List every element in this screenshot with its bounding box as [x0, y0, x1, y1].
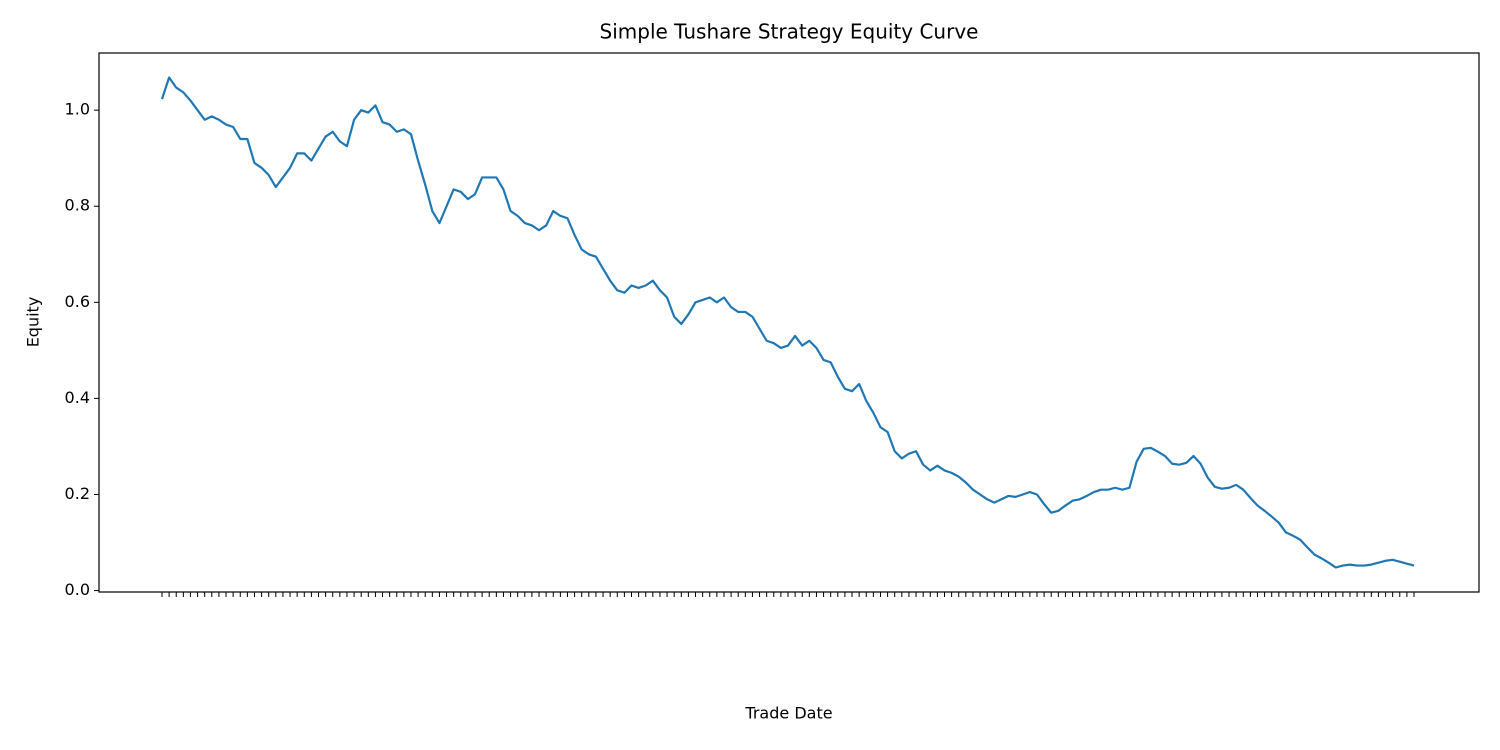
y-tick-label: 0.2 [65, 484, 90, 503]
plot-frame [98, 52, 1480, 593]
y-tick-label: 1.0 [65, 100, 90, 119]
y-tick-label: 0.4 [65, 388, 90, 407]
x-axis-label: Trade Date [744, 704, 832, 723]
y-axis-label: Equity [24, 297, 43, 348]
y-tick-label: 0.0 [65, 580, 90, 599]
y-tick-label: 0.6 [65, 292, 90, 311]
y-tick-label: 0.8 [65, 196, 90, 215]
equity-line [160, 76, 1415, 569]
chart-title: Simple Tushare Strategy Equity Curve [600, 20, 979, 44]
